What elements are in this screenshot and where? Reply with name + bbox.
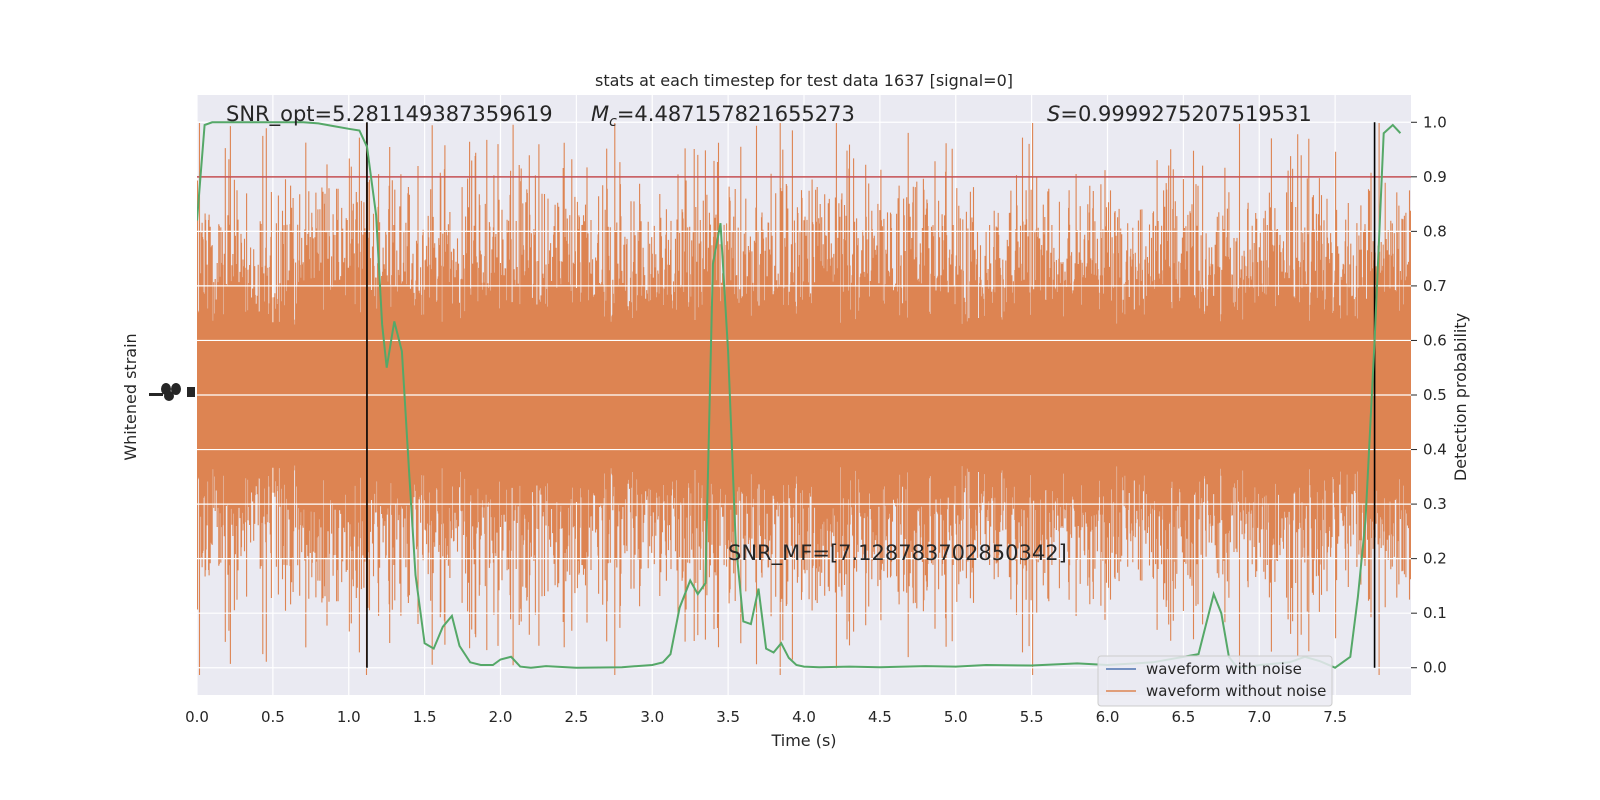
- y-right-tick-label: 0.7: [1423, 277, 1447, 295]
- x-tick-label: 5.0: [944, 708, 968, 726]
- y-right-tick-label: 0.4: [1423, 441, 1447, 459]
- y-right-tick-label: 0.8: [1423, 222, 1447, 240]
- x-tick-label: 3.5: [716, 708, 740, 726]
- snr-mf-annotation: SNR_MF=[7.128783702850342]: [728, 541, 1067, 566]
- x-ticks: 0.0 0.5 1.0 1.5 2.0 2.5 3.0 3.5 4.0 4.5 5.0 5.5 6.0 6…: [185, 708, 1347, 726]
- x-tick-label: 5.5: [1020, 708, 1044, 726]
- x-tick-label: 3.0: [640, 708, 664, 726]
- y-axis-label-left: Whitened strain: [121, 333, 140, 460]
- x-tick-label: 0.5: [261, 708, 285, 726]
- x-tick-label: 2.5: [564, 708, 588, 726]
- y-right-tick-label: 0.6: [1423, 331, 1447, 349]
- x-tick-label: 4.0: [792, 708, 816, 726]
- y-right-tick-label: 0.9: [1423, 168, 1447, 186]
- y-right-tick-label: 0.2: [1423, 550, 1447, 568]
- legend-label-without-noise: waveform without noise: [1146, 682, 1326, 700]
- y-right-tick-label: 0.0: [1423, 659, 1447, 677]
- x-tick-label: 2.0: [489, 708, 513, 726]
- y-right-tick-label: 0.3: [1423, 495, 1447, 513]
- y-right-tick-label: 1.0: [1423, 113, 1447, 131]
- legend-box: [1097, 655, 1333, 707]
- x-tick-label: 4.5: [868, 708, 892, 726]
- legend-label-with-noise: waveform with noise: [1146, 660, 1302, 678]
- legend: waveform with noise waveform without noi…: [1097, 655, 1333, 707]
- y-axis-label-right: Detection probability: [1451, 313, 1470, 481]
- x-tick-label: 1.0: [337, 708, 361, 726]
- left-axis-ticks: [149, 383, 195, 401]
- x-tick-label: 7.5: [1323, 708, 1347, 726]
- x-tick-label: 0.0: [185, 708, 209, 726]
- spin-annotation: S=0.9999275207519531: [1047, 102, 1312, 126]
- x-axis-label: Time (s): [770, 731, 836, 750]
- spin-symbol: S: [1047, 102, 1060, 126]
- spin-value: =0.9999275207519531: [1060, 102, 1311, 126]
- y-right-ticks: 0.0 0.1 0.2 0.3 0.4 0.5 0.6 0.7 0.8 0.9 1.0: [1411, 113, 1447, 677]
- chirp-mass-symbol: M: [591, 102, 609, 126]
- chirp-mass-value: =4.487157821655273: [617, 102, 855, 126]
- snr-opt-annotation: SNR_opt=5.281149387359619: [226, 102, 553, 127]
- chirp-mass-subscript: c: [609, 114, 617, 130]
- y-right-tick-label: 0.5: [1423, 386, 1447, 404]
- chirp-mass-annotation: Mc=4.487157821655273: [591, 102, 855, 130]
- y-right-tick-label: 0.1: [1423, 604, 1447, 622]
- x-tick-label: 6.0: [1096, 708, 1120, 726]
- chart-title: stats at each timestep for test data 163…: [595, 71, 1013, 90]
- x-tick-label: 1.5: [413, 708, 437, 726]
- x-tick-label: 7.0: [1247, 708, 1271, 726]
- x-tick-label: 6.5: [1171, 708, 1195, 726]
